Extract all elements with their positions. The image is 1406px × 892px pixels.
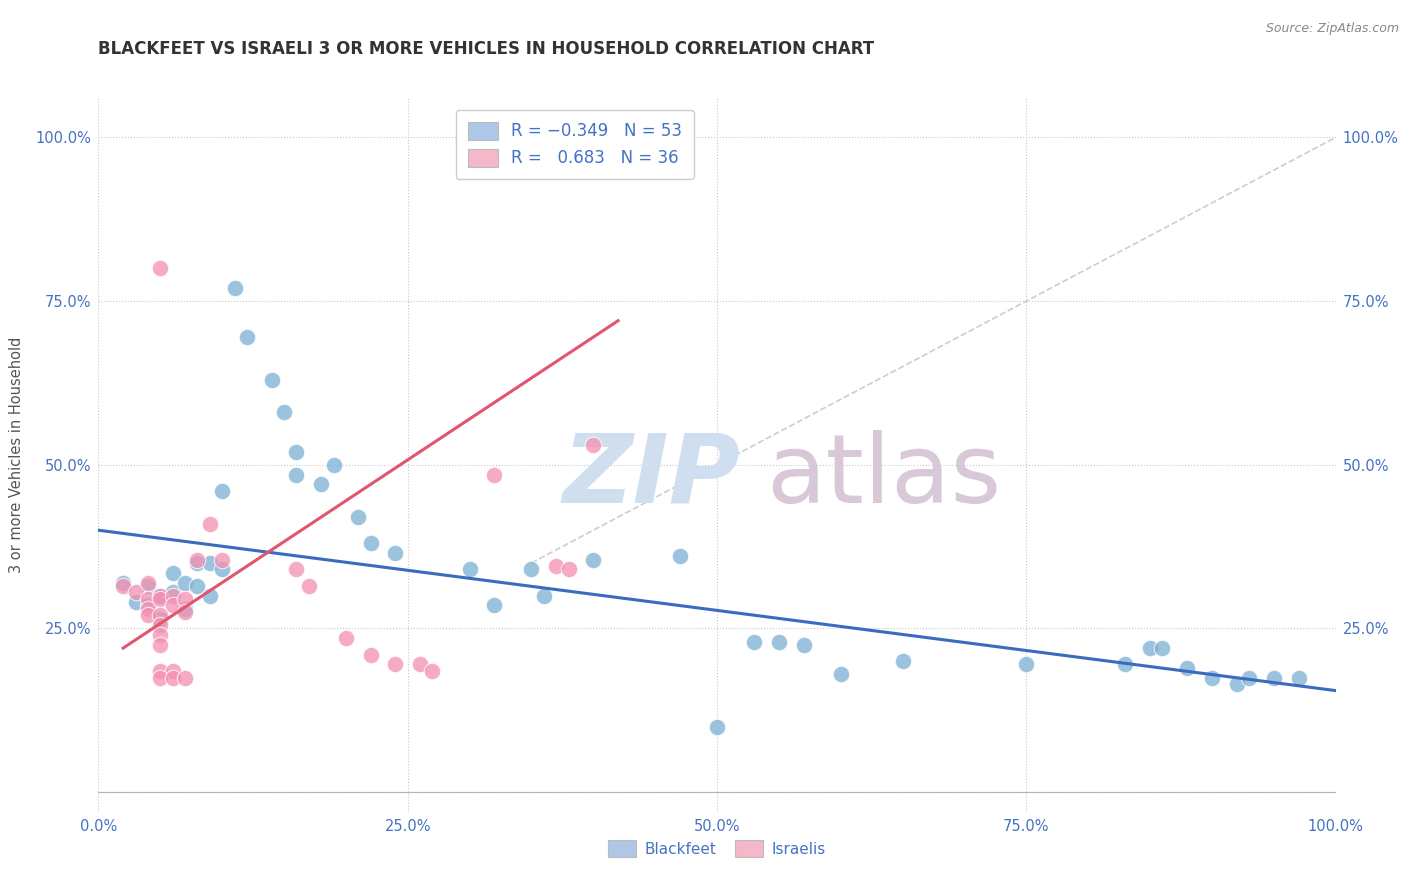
Point [793, 638, 815, 652]
Point [546, 559, 568, 574]
Point [211, 552, 233, 566]
Point [224, 281, 246, 295]
Point [520, 562, 543, 576]
Point [285, 467, 308, 482]
Point [174, 605, 197, 619]
Point [1114, 657, 1136, 672]
Point [162, 671, 184, 685]
Point [742, 634, 765, 648]
Point [484, 599, 506, 613]
Point [112, 575, 135, 590]
Text: ZIP: ZIP [562, 430, 741, 523]
Point [174, 591, 197, 606]
Text: Source: ZipAtlas.com: Source: ZipAtlas.com [1265, 22, 1399, 36]
Point [136, 608, 159, 623]
Point [149, 628, 172, 642]
Point [149, 664, 172, 678]
Point [891, 654, 914, 668]
Y-axis label: 3 or more Vehicles in Household: 3 or more Vehicles in Household [10, 337, 24, 573]
Point [273, 405, 295, 419]
Point [136, 601, 159, 615]
Point [149, 618, 172, 632]
Point [285, 444, 308, 458]
Point [162, 585, 184, 599]
Point [384, 657, 406, 672]
Legend: Blackfeet, Israelis: Blackfeet, Israelis [600, 833, 834, 864]
Point [186, 579, 208, 593]
Point [484, 467, 506, 482]
Point [198, 589, 221, 603]
Point [112, 579, 135, 593]
Point [149, 589, 172, 603]
Point [669, 549, 692, 564]
Point [1139, 641, 1161, 656]
Point [124, 585, 146, 599]
Point [236, 330, 259, 344]
Point [1263, 671, 1285, 685]
Point [162, 566, 184, 580]
Text: atlas: atlas [766, 430, 1001, 523]
Point [557, 562, 579, 576]
Point [347, 510, 370, 524]
Point [149, 671, 172, 685]
Point [285, 562, 308, 576]
Point [335, 632, 357, 646]
Point [162, 664, 184, 678]
Point [149, 589, 172, 603]
Point [186, 552, 208, 566]
Point [1175, 661, 1198, 675]
Point [162, 589, 184, 603]
Point [384, 546, 406, 560]
Point [1237, 671, 1260, 685]
Point [149, 611, 172, 625]
Point [174, 671, 197, 685]
Point [198, 516, 221, 531]
Point [533, 589, 555, 603]
Point [1226, 677, 1249, 691]
Point [260, 373, 283, 387]
Point [298, 579, 321, 593]
Point [124, 595, 146, 609]
Point [422, 664, 444, 678]
Point [149, 638, 172, 652]
Point [360, 536, 382, 550]
Point [1288, 671, 1310, 685]
Point [162, 599, 184, 613]
Point [136, 579, 159, 593]
Point [322, 458, 344, 472]
Point [1152, 641, 1174, 656]
Point [360, 648, 382, 662]
Point [1015, 657, 1038, 672]
Point [768, 634, 790, 648]
Point [409, 657, 432, 672]
Point [149, 591, 172, 606]
Text: BLACKFEET VS ISRAELI 3 OR MORE VEHICLES IN HOUSEHOLD CORRELATION CHART: BLACKFEET VS ISRAELI 3 OR MORE VEHICLES … [98, 40, 875, 58]
Point [830, 667, 852, 681]
Point [198, 556, 221, 570]
Point [1201, 671, 1223, 685]
Point [458, 562, 481, 576]
Point [582, 438, 605, 452]
Point [174, 575, 197, 590]
Point [136, 591, 159, 606]
Point [136, 599, 159, 613]
Point [136, 575, 159, 590]
Point [149, 261, 172, 276]
Point [582, 552, 605, 566]
Point [186, 556, 208, 570]
Point [706, 720, 728, 734]
Point [149, 608, 172, 623]
Point [174, 601, 197, 615]
Point [309, 477, 332, 491]
Point [211, 483, 233, 498]
Point [211, 562, 233, 576]
